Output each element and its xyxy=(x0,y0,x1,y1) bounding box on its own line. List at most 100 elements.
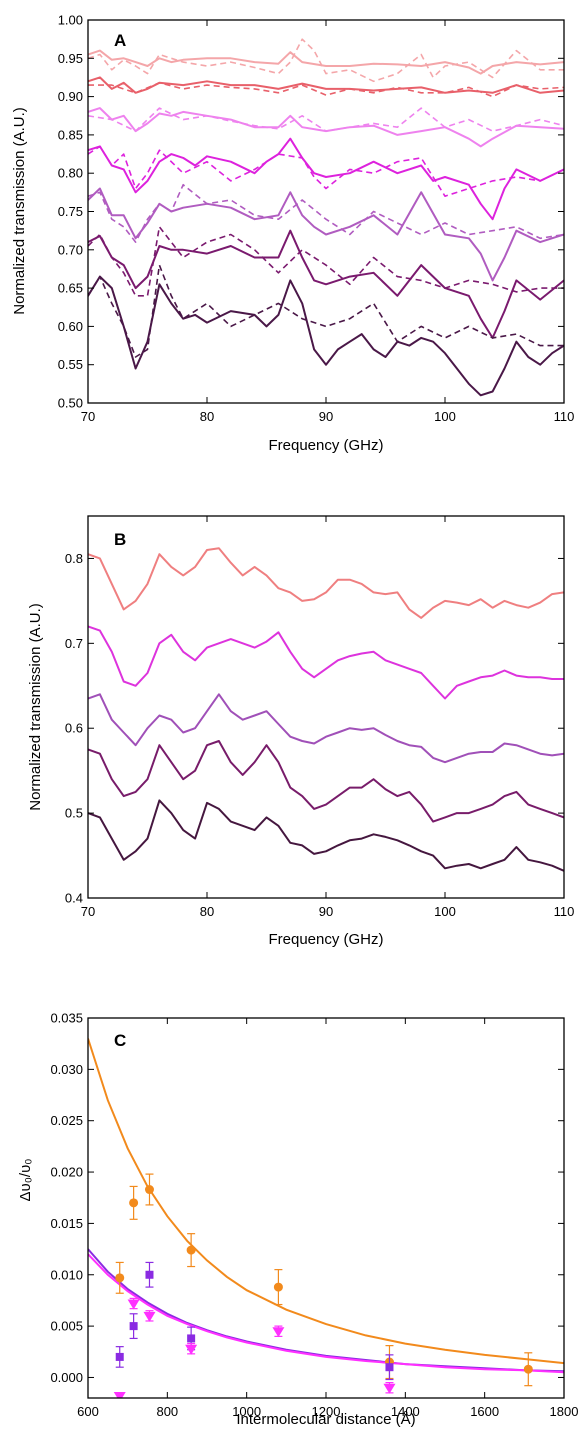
panel-a-x-tick-label: 110 xyxy=(554,409,575,424)
panel-b-y-tick-label: 0.6 xyxy=(65,721,83,736)
panel-a-x-tick-label: 90 xyxy=(319,409,333,424)
panel-c-y-tick-label: 0.000 xyxy=(50,1370,83,1385)
panel-b-plot-frame xyxy=(87,515,565,899)
panel-c-point-circle xyxy=(523,1364,533,1374)
panel-b-y-tick-label: 0.8 xyxy=(65,551,83,566)
panel-a-series-line-1 xyxy=(88,38,564,83)
panel-c-y-axis-title: Δυ₀/υ₀ xyxy=(17,1158,34,1201)
panel-b: B 70 80 90 100 110 0.4 0.5 0.6 0.7 0.8 Frequency… xyxy=(27,515,575,948)
panel-c-x-tick-label: 1800 xyxy=(550,1404,579,1419)
panel-a-series-line-3 xyxy=(88,82,564,98)
panel-b-x-tick-label: 70 xyxy=(81,904,95,919)
panel-b-series-line-1 xyxy=(88,625,564,700)
panel-a-y-axis-title: Normalized transmission (A.U.) xyxy=(11,107,28,315)
panel-c-point-circle xyxy=(186,1245,196,1255)
panel-c-x-axis-title: Intermolecular distance (Å) xyxy=(236,1411,415,1428)
panel-a-series-line-13 xyxy=(88,264,564,358)
panel-c-letter: C xyxy=(114,1031,126,1050)
panel-a-y-tick-label: 0.60 xyxy=(58,319,83,334)
panel-c-y-tick-label: 0.020 xyxy=(50,1165,83,1180)
panel-a-y-tick-label: 0.75 xyxy=(58,204,83,219)
panel-b-series xyxy=(88,547,564,872)
panel-b-x-axis-title: Frequency (GHz) xyxy=(268,931,383,948)
panel-a-series-line-10 xyxy=(88,229,564,339)
panel-b-x-tick-label: 100 xyxy=(434,904,456,919)
panel-b-series-line-3 xyxy=(88,740,564,823)
panel-c-y-tick-label: 0.010 xyxy=(50,1267,83,1282)
panel-c-point-square xyxy=(145,1270,154,1279)
panel-b-x-tick-label: 90 xyxy=(319,904,333,919)
panel-c-x-tick-label: 1200 xyxy=(312,1404,341,1419)
panel-a-y-tick-label: 0.55 xyxy=(58,357,83,372)
panel-c-x-tick-label: 1600 xyxy=(470,1404,499,1419)
panel-a-x-ticks: 70 80 90 100 110 xyxy=(81,20,575,424)
panel-a-series-line-9 xyxy=(88,183,564,243)
panel-c-x-tick-label: 1400 xyxy=(391,1404,420,1419)
panel-c-fit-curve-2 xyxy=(88,1253,564,1374)
panel-a-series-line-0 xyxy=(88,49,564,75)
panel-c-y-ticks: 0.000 0.005 0.010 0.015 0.020 0.025 0.030 0.035 xyxy=(50,1011,564,1385)
panel-b-y-tick-label: 0.4 xyxy=(65,891,83,906)
panel-c-x-tick-label: 600 xyxy=(77,1404,99,1419)
panel-c-fit-curve-0 xyxy=(88,1038,564,1365)
panel-c-point-triangle xyxy=(113,1391,126,1398)
panel-c-point-triangle xyxy=(143,1311,156,1322)
panel-a-series-line-6 xyxy=(88,137,564,221)
panel-a-y-tick-label: 0.50 xyxy=(58,396,83,411)
panel-c-plot-frame xyxy=(87,1017,565,1399)
panel-c-y-tick-label: 0.005 xyxy=(50,1319,83,1334)
panel-a-y-tick-label: 0.90 xyxy=(58,89,83,104)
panel-b-series-line-4 xyxy=(88,799,564,872)
panel-a-series-line-11 xyxy=(88,226,564,297)
panel-b-y-tick-label: 0.7 xyxy=(65,636,83,651)
panel-b-x-tick-label: 110 xyxy=(554,904,575,919)
panel-a-y-tick-label: 0.70 xyxy=(58,242,83,257)
panel-b-y-axis-title: Normalized transmission (A.U.) xyxy=(27,603,44,811)
panel-c-y-tick-label: 0.015 xyxy=(50,1216,83,1231)
panel-a-y-tick-label: 0.80 xyxy=(58,166,83,181)
panel-b-x-tick-label: 80 xyxy=(200,904,214,919)
panel-c-point-circle xyxy=(129,1198,139,1208)
panel-c-point-circle xyxy=(144,1185,154,1195)
panel-c-point-square xyxy=(187,1334,196,1343)
panel-c-point-triangle xyxy=(185,1344,198,1355)
panel-c-y-tick-label: 0.035 xyxy=(50,1011,83,1026)
panel-c-series xyxy=(88,1038,564,1398)
panel-c-point-circle xyxy=(273,1282,283,1292)
panel-b-series-line-0 xyxy=(88,547,564,619)
panel-a-series-line-7 xyxy=(88,145,564,197)
panel-a-series-line-5 xyxy=(88,107,564,132)
panel-b-y-ticks: 0.4 0.5 0.6 0.7 0.8 xyxy=(65,551,564,906)
panel-a-x-tick-label: 80 xyxy=(200,409,214,424)
panel-c: C 600 800 1000 1200 1400 1600 1800 0.0000.0050… xyxy=(17,1011,578,1429)
panel-a-y-tick-label: 1.00 xyxy=(58,13,83,28)
panel-c-point-square xyxy=(385,1363,394,1372)
panel-a-series-line-2 xyxy=(88,76,564,94)
panel-c-point-square xyxy=(129,1322,138,1331)
panel-a-series-line-12 xyxy=(88,275,564,397)
panel-a-x-tick-label: 100 xyxy=(434,409,456,424)
panel-a-y-ticks: 0.50 0.55 0.60 0.65 0.70 0.75 0.80 0.85 0.90 0.95… xyxy=(58,13,564,411)
panel-b-x-ticks: 70 80 90 100 110 xyxy=(81,516,575,919)
panel-a: A 70 80 90 100 110 0.500.550.600.650.700.750… xyxy=(11,13,574,455)
panel-b-y-tick-label: 0.5 xyxy=(65,806,83,821)
panel-c-point-triangle xyxy=(127,1299,140,1310)
panel-a-letter: A xyxy=(114,31,126,50)
panel-c-y-tick-label: 0.025 xyxy=(50,1113,83,1128)
panel-b-letter: B xyxy=(114,530,126,549)
panel-c-x-tick-label: 1000 xyxy=(232,1404,261,1419)
panel-c-x-tick-label: 800 xyxy=(156,1404,178,1419)
panel-c-y-tick-label: 0.030 xyxy=(50,1062,83,1077)
panel-a-x-axis-title: Frequency (GHz) xyxy=(268,437,383,454)
panel-a-series xyxy=(88,38,564,397)
panel-c-point-triangle xyxy=(383,1383,396,1394)
panel-a-y-tick-label: 0.95 xyxy=(58,51,83,66)
panel-b-series-line-2 xyxy=(88,693,564,764)
panel-c-point-circle xyxy=(115,1273,125,1283)
panel-a-y-tick-label: 0.65 xyxy=(58,281,83,296)
panel-c-point-triangle xyxy=(272,1327,285,1338)
panel-a-y-tick-label: 0.85 xyxy=(58,127,83,142)
panel-a-series-line-4 xyxy=(88,107,564,148)
panel-c-x-ticks: 600 800 1000 1200 1400 1600 1800 xyxy=(77,1018,578,1419)
